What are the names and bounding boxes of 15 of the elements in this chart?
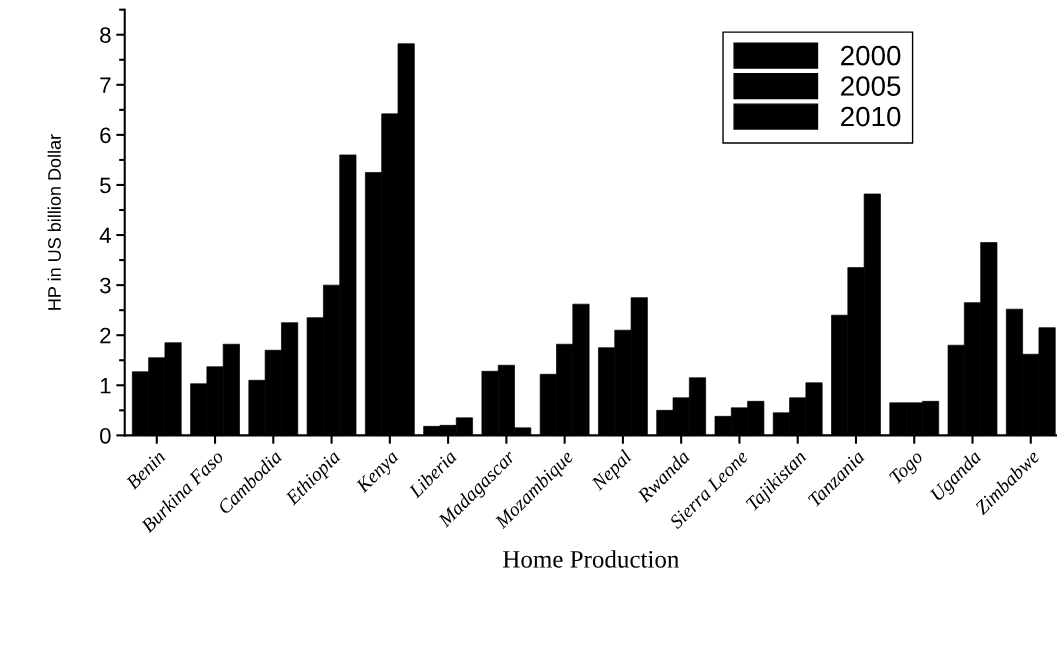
legend-label: 2005 (841, 76, 901, 96)
legend-label: 2010 (841, 106, 901, 127)
y-tick-label: 5 (100, 177, 111, 194)
x-axis-title: Home Production (503, 550, 680, 568)
legend-label: 2000 (841, 45, 901, 66)
y-tick-label: 4 (99, 227, 111, 244)
y-tick-label: 1 (100, 378, 111, 394)
y-tick-label: 8 (100, 27, 111, 43)
y-tick-label: 6 (100, 127, 111, 144)
x-tick-label: Togo (888, 449, 927, 488)
y-axis-title: HP in US billion Dollar (47, 134, 61, 310)
y-tick-label: 3 (100, 277, 111, 294)
y-tick-label: 2 (100, 327, 111, 344)
y-tick-label: 7 (100, 77, 111, 93)
y-tick-label: 0 (100, 427, 111, 444)
